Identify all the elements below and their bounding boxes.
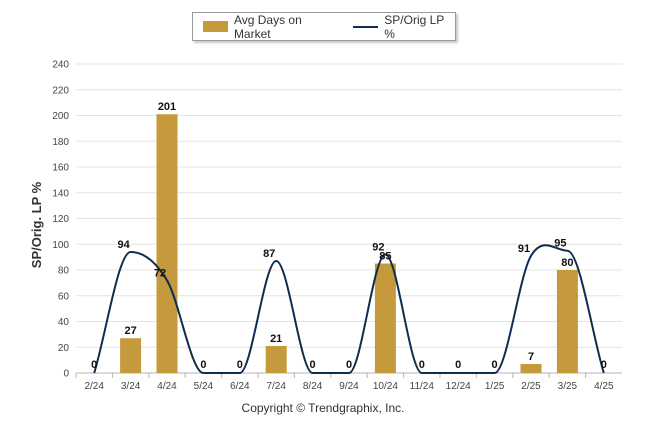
bar (120, 338, 142, 373)
legend-bar-swatch (203, 21, 228, 32)
y-tick-label: 160 (52, 163, 69, 174)
line-value-label: 91 (518, 243, 530, 255)
copyright-footer: Copyright © Trendgraphix, Inc. (241, 401, 405, 415)
x-tick-label: 12/24 (446, 381, 471, 392)
bar-value-label: 80 (561, 257, 573, 269)
bar-value-label: 0 (419, 359, 425, 371)
x-tick-label: 1/25 (485, 381, 505, 392)
bar (374, 263, 396, 373)
x-tick-label: 7/24 (266, 381, 286, 392)
bar (265, 345, 287, 373)
bar (156, 114, 178, 374)
x-tick-label: 9/24 (339, 381, 359, 392)
bar-value-label: 201 (158, 101, 176, 113)
bar-value-label: 0 (237, 359, 243, 371)
y-tick-label: 200 (52, 111, 69, 122)
bar-value-label: 85 (379, 251, 391, 263)
x-tick-label: 11/24 (410, 381, 435, 392)
bar-value-label: 21 (270, 333, 282, 345)
y-tick-label: 80 (58, 266, 70, 277)
bar-value-label: 0 (310, 359, 316, 371)
line-path (93, 244, 605, 374)
x-tick-label: 2/25 (521, 381, 541, 392)
legend-item-line: SP/Orig LP % (353, 13, 455, 41)
line-value-label: 92 (372, 242, 384, 254)
x-tick-label: 10/24 (373, 381, 398, 392)
bar-series (120, 114, 578, 374)
legend-item-bar: Avg Days on Market (203, 13, 337, 41)
bar-value-label: 0 (346, 359, 352, 371)
y-tick-label: 60 (58, 291, 70, 302)
bar-value-label: 0 (492, 359, 498, 371)
x-tick-label: 4/25 (594, 381, 614, 392)
x-tick-label: 2/24 (84, 381, 104, 392)
y-tick-label: 100 (52, 240, 69, 251)
y-tick-label: 120 (52, 214, 69, 225)
x-tick-label: 5/24 (194, 381, 214, 392)
line-value-label: 95 (554, 238, 566, 250)
bar (556, 270, 578, 373)
y-tick-label: 220 (52, 85, 69, 96)
y-tick-label: 240 (52, 60, 69, 71)
x-tick-label: 6/24 (230, 381, 250, 392)
y-axis-ticks: 0 20 40 60 80 100 120 140 160 180 200 220 240 (52, 60, 69, 380)
x-axis-ticks: 2/24 3/24 4/24 5/24 6/24 7/24 8/24 9/24 10/24 11/… (75, 373, 614, 392)
line-series (93, 244, 605, 374)
y-axis-label: SP/Orig. LP % (29, 181, 44, 268)
y-tick-label: 0 (63, 369, 69, 380)
legend-bar-label: Avg Days on Market (233, 12, 302, 41)
line-value-label: 72 (154, 267, 166, 279)
bar-value-label: 0 (200, 359, 206, 371)
bar (520, 363, 542, 373)
legend: Avg Days on Market SP/Orig LP % (192, 12, 456, 41)
y-tick-label: 180 (52, 137, 69, 148)
bar-value-label: 27 (124, 325, 136, 337)
line-value-label: 87 (263, 248, 275, 260)
y-tick-label: 40 (58, 317, 70, 328)
legend-line-label: SP/Orig LP % (384, 12, 445, 41)
x-tick-label: 8/24 (303, 381, 323, 392)
data-labels: 0 27 201 0 0 21 0 0 85 0 0 0 7 80 0 94 72 87 92 91 95 (91, 101, 607, 371)
bar-value-label: 0 (601, 359, 607, 371)
y-tick-label: 140 (52, 188, 69, 199)
y-tick-label: 20 (58, 343, 70, 354)
x-tick-label: 3/24 (121, 381, 141, 392)
bar-value-label: 0 (91, 359, 97, 371)
x-tick-label: 4/24 (157, 381, 177, 392)
legend-line-swatch (353, 25, 379, 28)
bar-value-label: 7 (528, 351, 534, 363)
line-value-label: 94 (117, 239, 130, 251)
x-tick-label: 3/25 (558, 381, 578, 392)
bar-value-label: 0 (455, 359, 461, 371)
